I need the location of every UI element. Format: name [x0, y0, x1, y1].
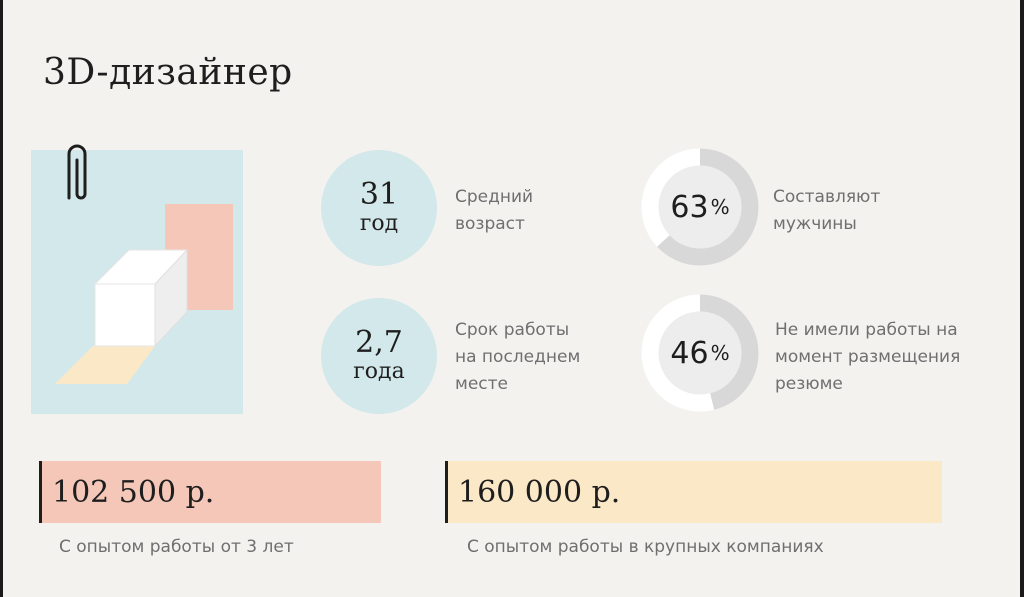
donut-arc [641, 294, 759, 412]
donut-men: 63% [641, 148, 759, 266]
donut-label-unemployed: Не имели работы на момент размещения рез… [775, 320, 961, 394]
donut-value: 63% [641, 148, 759, 266]
salary-amount: 102 500 р. [52, 474, 215, 510]
salary-bar-large-companies: 160 000 р. [445, 461, 942, 523]
stat-circle-age: 31 год [321, 150, 437, 266]
cube-shadow [55, 346, 155, 384]
donut-ring [641, 294, 759, 412]
donut-arc [641, 148, 759, 266]
salary-caption-large-companies: С опытом работы в крупных компаниях [467, 537, 824, 557]
stat-label-age: Средний возраст [455, 187, 534, 234]
donut-inner [658, 165, 742, 249]
stat-label-tenure: Срок работы на последнем месте [455, 320, 581, 394]
salary-amount: 160 000 р. [458, 474, 621, 510]
page-title: 3D-дизайнер [43, 52, 293, 93]
stat-unit: года [353, 359, 405, 384]
cube-front [94, 283, 156, 347]
salary-caption-experienced: С опытом работы от 3 лет [59, 537, 294, 557]
paperclip-icon [67, 144, 87, 200]
donut-ring [641, 148, 759, 266]
percent-symbol: % [710, 195, 730, 219]
percent-symbol: % [710, 341, 730, 365]
cube-side [154, 248, 188, 348]
donut-number: 63 [670, 189, 709, 225]
stat-value: 2,7 [355, 325, 403, 360]
stat-circle-tenure: 2,7 года [321, 298, 437, 414]
stat-value: 31 [359, 177, 399, 212]
donut-unemployed: 46% [641, 294, 759, 412]
donut-number: 46 [670, 335, 709, 371]
donut-label-men: Составляют мужчины [773, 187, 881, 234]
illustration [31, 144, 243, 414]
stat-unit: год [359, 211, 399, 236]
donut-value: 46% [641, 294, 759, 412]
donut-inner [658, 311, 742, 395]
infographic: 3D-дизайнер 31 год Средний возраст 2,7 г… [3, 0, 1020, 597]
salary-bar-experienced: 102 500 р. [39, 461, 381, 523]
